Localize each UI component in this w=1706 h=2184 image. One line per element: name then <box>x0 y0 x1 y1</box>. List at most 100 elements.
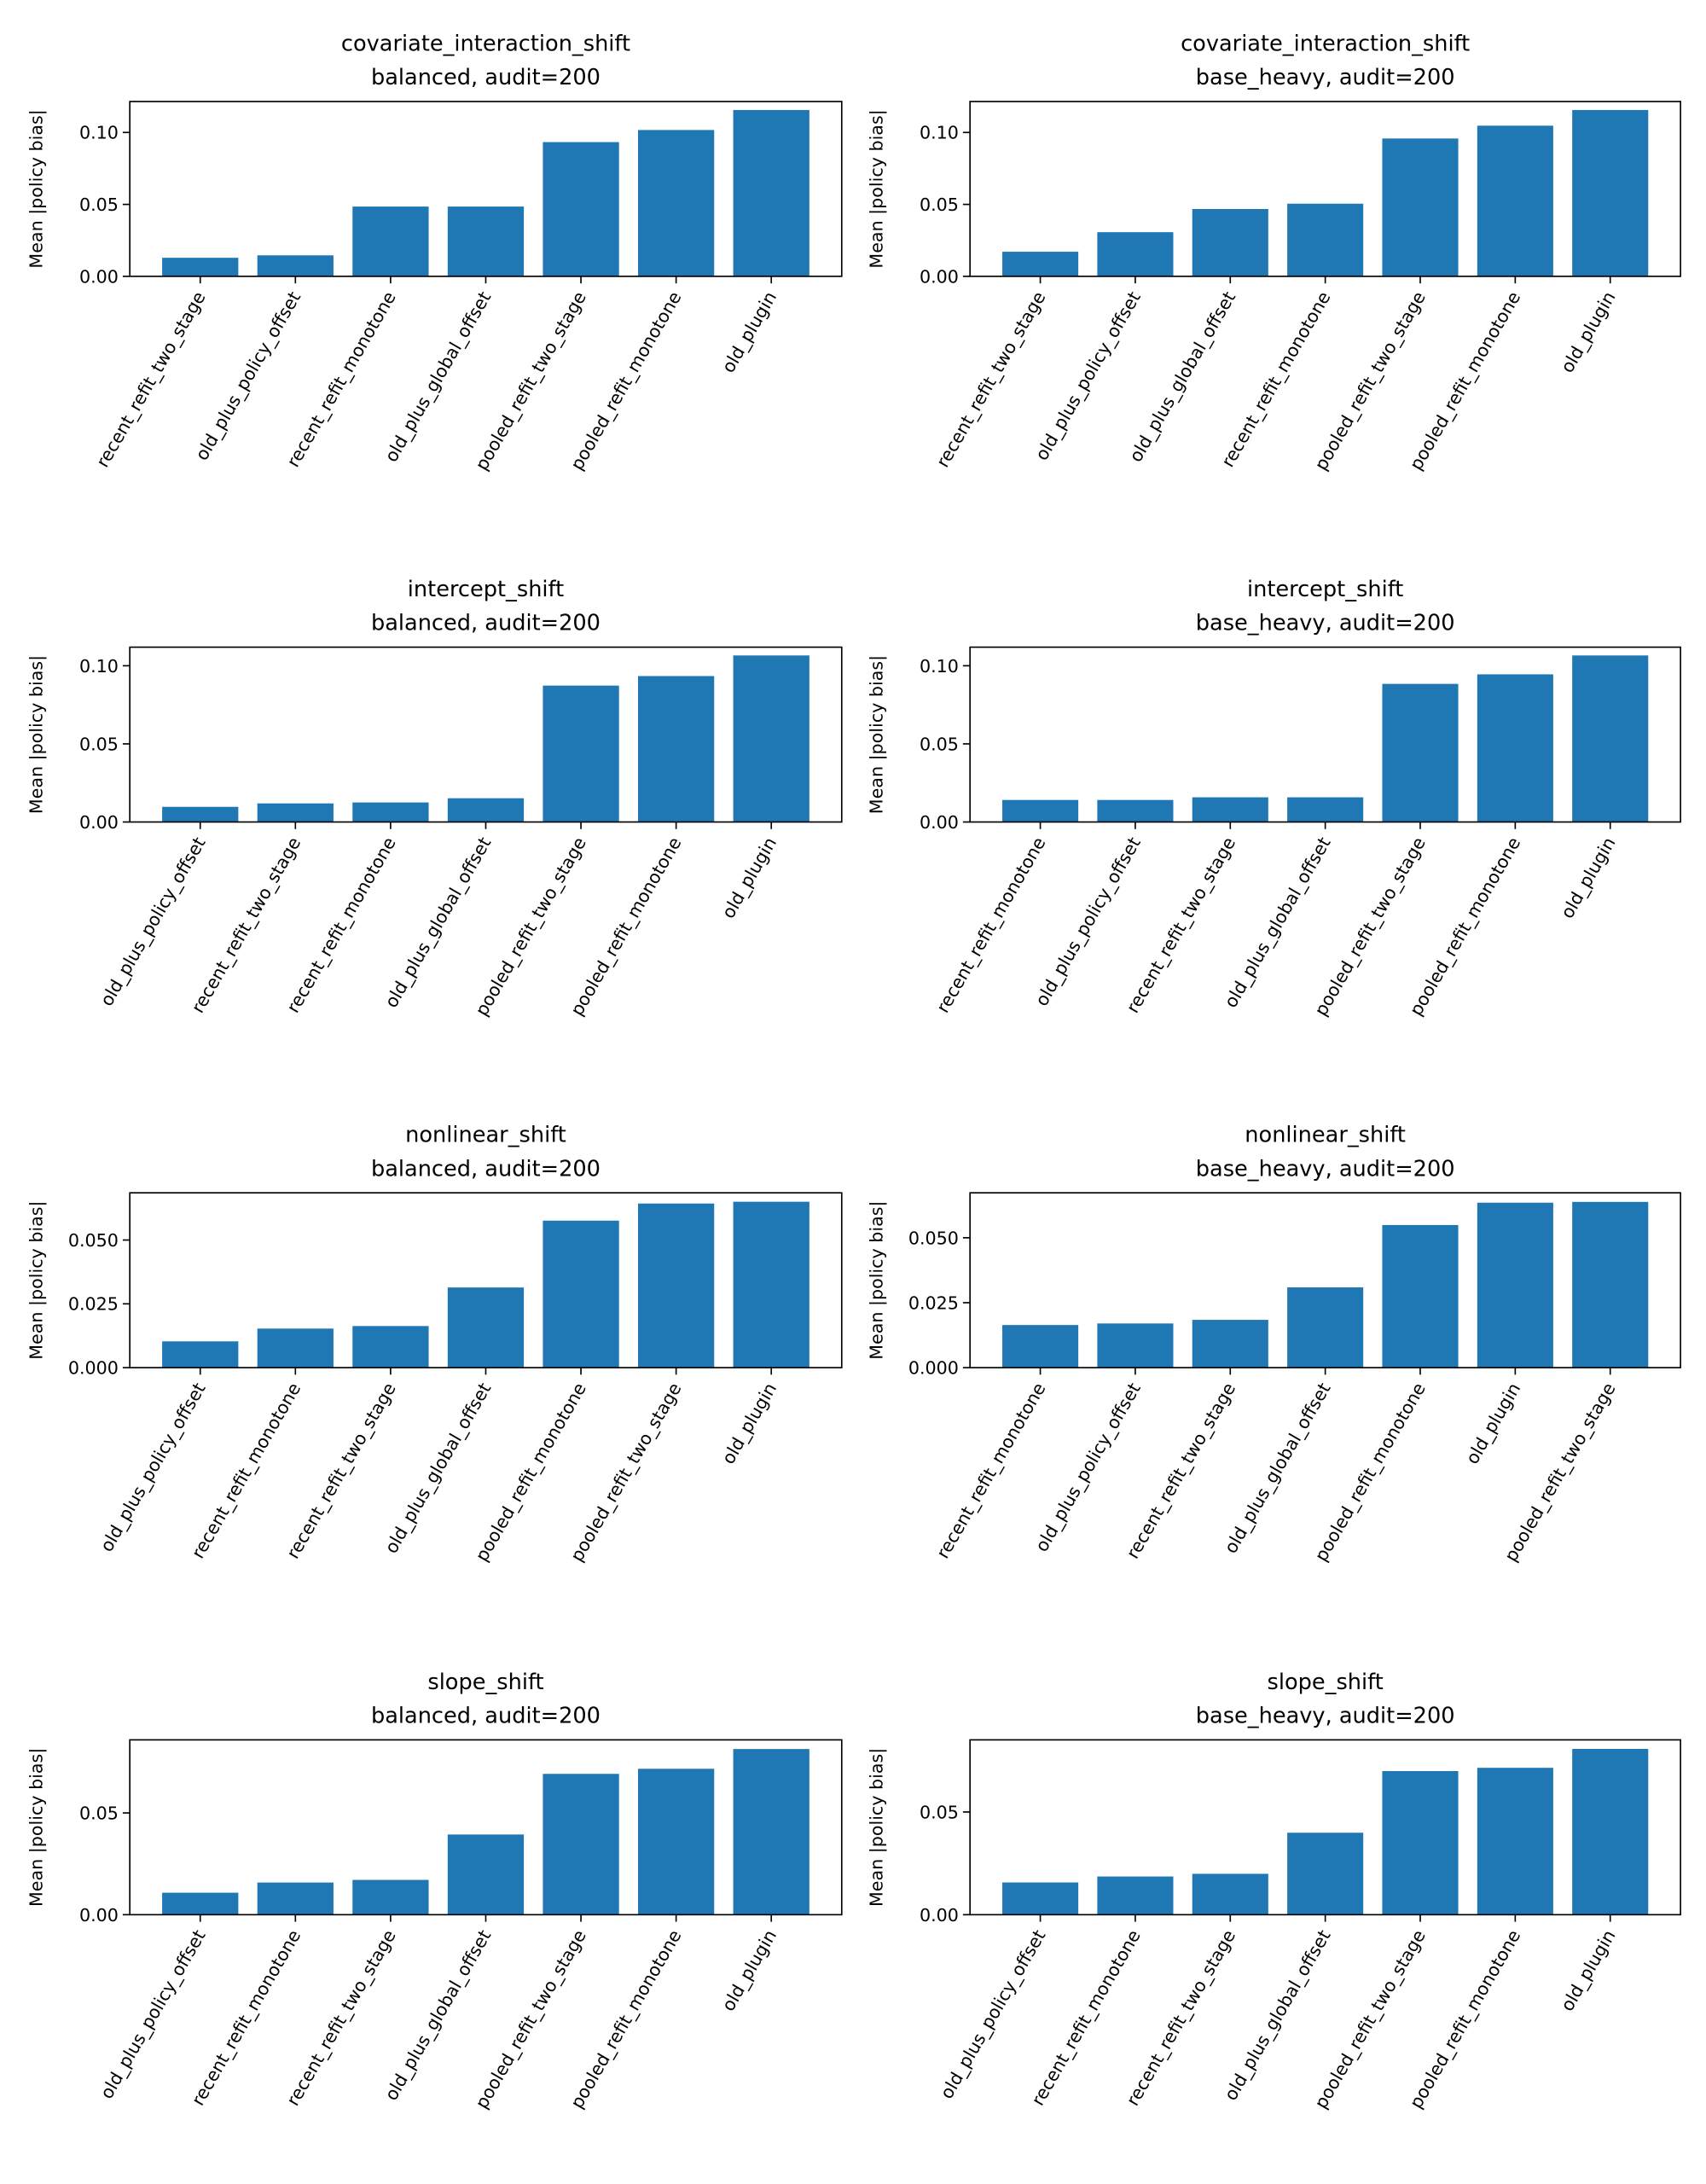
x-tick-label: recent_refit_two_stage <box>1123 834 1240 1017</box>
bar <box>1097 232 1174 276</box>
bar <box>352 1326 429 1368</box>
chart-title: intercept_shift <box>408 577 564 602</box>
chart-title: nonlinear_shift <box>1245 1123 1406 1148</box>
chart-subtitle: base_heavy, audit=200 <box>1196 611 1455 636</box>
x-tick-label: old_plugin <box>1557 1926 1620 2015</box>
bar <box>447 1834 525 1915</box>
chart-title: slope_shift <box>427 1670 543 1695</box>
x-tick-label: old_plus_policy_offset <box>1031 834 1146 1010</box>
y-tick-label: 0.050 <box>908 1228 959 1248</box>
bar <box>352 206 429 276</box>
y-tick-label: 0.05 <box>920 734 959 754</box>
chart-subtitle: balanced, audit=200 <box>371 611 601 636</box>
x-tick-label: pooled_refit_two_stage <box>471 288 590 474</box>
chart-subtitle: base_heavy, audit=200 <box>1196 1156 1455 1182</box>
bar <box>1572 1749 1649 1915</box>
bar <box>543 1220 619 1368</box>
y-axis-label: Mean |policy bias| <box>867 655 888 814</box>
bar <box>733 1201 809 1368</box>
bar <box>733 655 809 822</box>
x-tick-label: recent_refit_two_stage <box>282 1380 400 1563</box>
axes-frame <box>969 1192 1681 1368</box>
x-tick-label: recent_refit_monotone <box>1027 1926 1145 2110</box>
x-tick-label: old_plugin <box>1557 288 1620 377</box>
x-tick-label: old_plus_policy_offset <box>96 1926 211 2103</box>
x-tick-label: recent_refit_monotone <box>932 834 1050 1017</box>
chart-title: covariate_interaction_shift <box>341 31 630 56</box>
bar <box>1097 1323 1174 1368</box>
x-tick-label: pooled_refit_monotone <box>1406 834 1525 1019</box>
x-tick-label: pooled_refit_two_stage <box>471 834 590 1019</box>
x-tick-label: old_plus_global_offset <box>380 834 496 1012</box>
x-tick-label: recent_refit_two_stage <box>188 834 305 1017</box>
x-tick-label: pooled_refit_monotone <box>566 834 686 1019</box>
y-tick-label: 0.10 <box>920 123 959 143</box>
bar <box>733 109 809 276</box>
chart-title: intercept_shift <box>1247 577 1403 602</box>
x-tick-label: pooled_refit_two_stage <box>1310 288 1430 474</box>
x-tick-label: old_plus_global_offset <box>380 1380 496 1558</box>
bar <box>543 685 619 822</box>
chart-title: nonlinear_shift <box>405 1123 566 1148</box>
subplot-7: slope_shift base_heavy, audit=200 old_plus… <box>867 1670 1681 2112</box>
y-axis-label: Mean |policy bias| <box>867 109 888 268</box>
bar <box>638 130 715 276</box>
x-tick-label: old_plus_global_offset <box>1221 1926 1336 2105</box>
bar <box>162 1341 239 1368</box>
bar <box>257 803 334 822</box>
axes-frame <box>129 101 843 277</box>
x-tick-label: recent_refit_monotone <box>1217 288 1335 472</box>
chart-subtitle: base_heavy, audit=200 <box>1196 1704 1455 1729</box>
x-tick-label: old_plus_policy_offset <box>1031 288 1146 465</box>
bar <box>257 255 334 276</box>
bar <box>257 1882 334 1915</box>
chart-subtitle: balanced, audit=200 <box>371 1704 601 1729</box>
y-tick-label: 0.05 <box>79 734 119 754</box>
bar <box>447 1287 525 1368</box>
subplot-6: slope_shift balanced, audit=200 old_plus_p… <box>26 1670 843 2112</box>
x-tick-label: pooled_refit_monotone <box>566 288 686 474</box>
y-tick-label: 0.10 <box>79 656 119 677</box>
x-tick-label: pooled_refit_two_stage <box>1310 1926 1430 2112</box>
bar <box>733 1749 809 1915</box>
chart-subtitle: balanced, audit=200 <box>371 65 601 90</box>
bar <box>1002 1882 1079 1915</box>
chart-title: covariate_interaction_shift <box>1181 31 1470 56</box>
x-tick-label: old_plugin <box>1557 834 1620 922</box>
subplot-1: covariate_interaction_shift base_heavy, a… <box>867 31 1681 474</box>
bar <box>543 142 619 276</box>
bar <box>1287 203 1364 276</box>
x-tick-label: pooled_refit_two_stage <box>1310 834 1430 1019</box>
subplot-4: nonlinear_shift balanced, audit=200 old_pl… <box>26 1123 843 1565</box>
y-tick-label: 0.000 <box>68 1358 119 1379</box>
x-tick-label: recent_refit_two_stage <box>1123 1380 1240 1563</box>
y-tick-label: 0.05 <box>920 195 959 215</box>
y-tick-label: 0.00 <box>920 266 959 287</box>
x-tick-label: recent_refit_two_stage <box>92 288 210 472</box>
bar <box>1002 799 1079 822</box>
bar <box>638 1203 715 1368</box>
axes-frame <box>129 646 843 823</box>
bar <box>1477 674 1553 822</box>
x-tick-label: old_plus_global_offset <box>1221 1380 1336 1558</box>
x-tick-label: old_plus_global_offset <box>380 288 496 467</box>
x-tick-label: recent_refit_monotone <box>188 1926 305 2110</box>
y-tick-label: 0.05 <box>79 195 119 215</box>
y-axis-label: Mean |policy bias| <box>867 1200 888 1359</box>
bar <box>1572 109 1649 276</box>
x-tick-label: old_plus_policy_offset <box>191 288 305 465</box>
x-tick-label: old_plugin <box>718 1926 781 2015</box>
bar <box>1477 125 1553 276</box>
bar <box>1192 1873 1268 1915</box>
bar <box>1477 1768 1553 1915</box>
bar <box>1382 1224 1459 1368</box>
bar <box>1287 1833 1364 1915</box>
y-tick-label: 0.00 <box>79 1905 119 1926</box>
x-tick-label: old_plus_global_offset <box>1221 834 1336 1012</box>
subplot-3: intercept_shift base_heavy, audit=200 rece… <box>867 577 1681 1019</box>
x-tick-label: old_plus_global_offset <box>380 1926 496 2105</box>
y-tick-label: 0.10 <box>79 123 119 143</box>
axes-frame <box>129 1192 843 1368</box>
y-tick-label: 0.025 <box>908 1292 959 1313</box>
y-axis-label: Mean |policy bias| <box>26 109 48 268</box>
